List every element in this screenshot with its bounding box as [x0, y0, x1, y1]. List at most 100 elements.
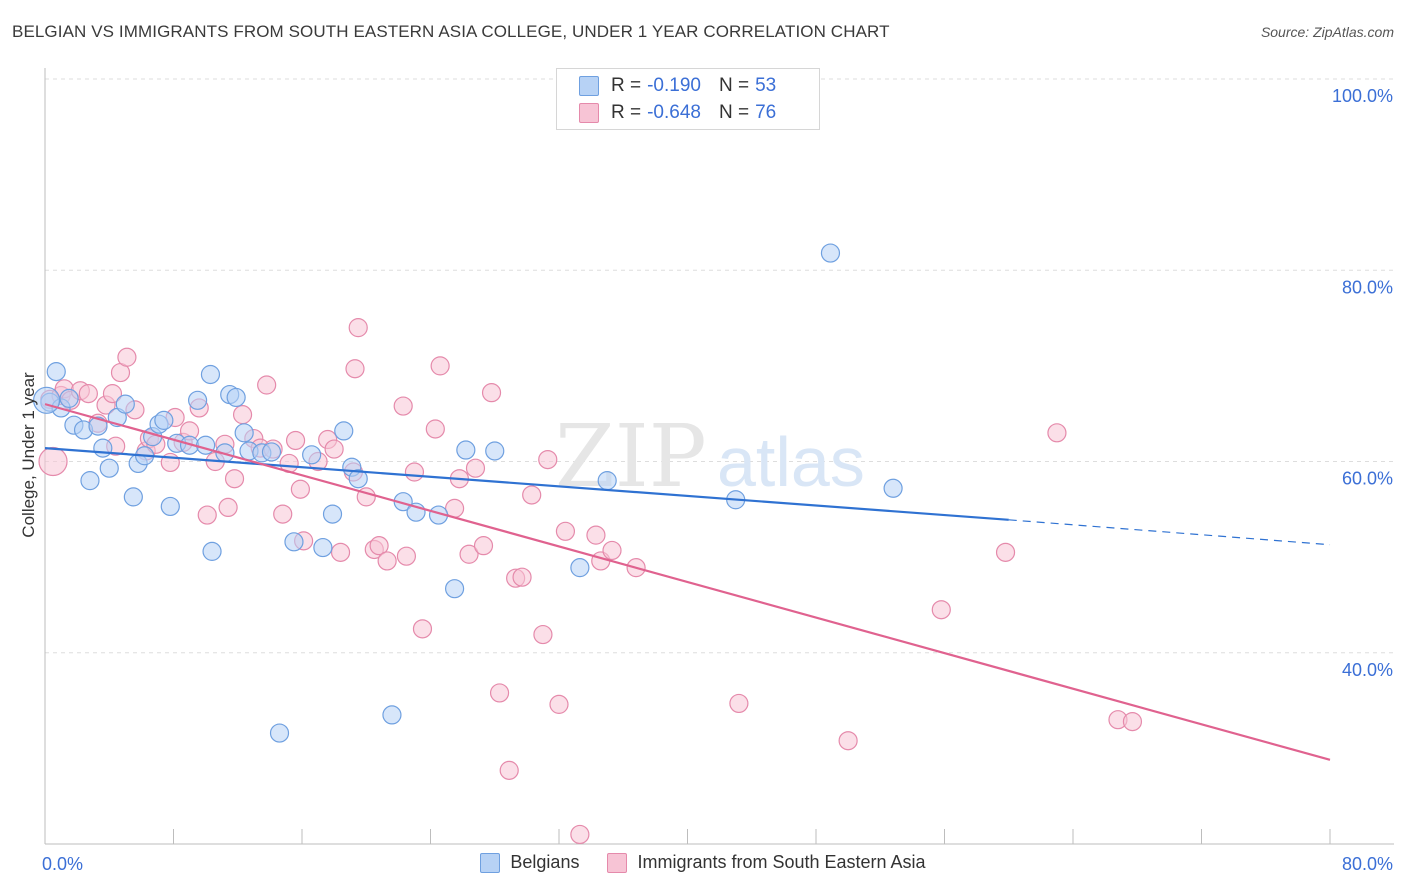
belgians-point	[302, 445, 322, 465]
immigrants-point	[102, 384, 123, 404]
belgians-point	[196, 435, 216, 455]
y-tick-label: 100.0%	[1332, 86, 1393, 106]
immigrants-point	[602, 540, 622, 561]
legend-item-immigrants: Immigrants from South Eastern Asia	[607, 852, 926, 873]
immigrants-point	[232, 405, 253, 425]
belgians-point	[226, 387, 246, 408]
immigrants-point	[1122, 711, 1143, 732]
immigrants-point	[38, 446, 68, 477]
immigrants-point	[396, 546, 417, 566]
belgians-point	[284, 532, 304, 552]
immigrants-point	[330, 542, 351, 562]
x-tick-label: 80.0%	[1342, 854, 1393, 874]
belgians-trend-extension	[1008, 519, 1331, 546]
belgians-point	[154, 410, 174, 430]
immigrants-point	[549, 694, 569, 714]
x-tick-labels: 0.0% 80.0%	[42, 854, 1393, 874]
belgians-point	[99, 458, 119, 478]
immigrants-point	[995, 542, 1016, 562]
watermark-zip: ZIP	[555, 407, 707, 507]
legend-n-value: 53	[755, 75, 777, 96]
legend-row-belgians: R = -0.190 N = 53	[579, 73, 776, 99]
legend-r-label: R =	[611, 75, 642, 96]
legend-n-label: N =	[718, 102, 750, 123]
immigrants-point	[393, 396, 413, 416]
legend-swatch-blue	[480, 852, 501, 873]
series-legend: Belgians Immigrants from South Eastern A…	[0, 852, 1406, 873]
correlation-legend: R = -0.190 N = 53 R = -0.648 N = 76	[556, 68, 820, 130]
belgians-point	[334, 421, 354, 441]
immigrants-point	[369, 536, 389, 556]
immigrants-point	[425, 419, 445, 439]
immigrants-point	[459, 544, 479, 564]
belgians-point	[80, 471, 100, 491]
immigrants-point	[570, 824, 590, 845]
watermark-atlas: atlas	[717, 423, 865, 501]
legend-swatch-pink	[579, 103, 599, 123]
belgians-trend-line	[44, 447, 1009, 521]
belgians-point	[382, 705, 402, 725]
belgians-point	[820, 243, 841, 263]
legend-swatch-pink	[607, 852, 628, 873]
legend-label-immigrants: Immigrants from South Eastern Asia	[637, 852, 926, 872]
belgians-point	[570, 558, 590, 578]
belgians-point	[234, 423, 254, 443]
legend-swatch-blue	[579, 76, 599, 96]
source-label: Source: ZipAtlas.com	[1260, 24, 1394, 40]
belgians-point	[123, 487, 143, 507]
belgians-point	[88, 416, 108, 436]
belgians-point	[160, 496, 180, 517]
immigrants-point	[345, 359, 365, 379]
legend-r-value: -0.648	[647, 102, 701, 123]
grid-lines	[45, 78, 1394, 654]
y-tick-label: 60.0%	[1342, 469, 1393, 489]
immigrants-point	[533, 624, 553, 645]
immigrants-point	[465, 458, 486, 478]
belgians-point	[322, 504, 343, 524]
immigrants-point	[586, 525, 606, 545]
immigrants-point	[224, 469, 245, 489]
x-ticks	[173, 829, 1331, 844]
immigrants-point	[348, 318, 368, 338]
belgians-point	[456, 440, 476, 460]
belgians-point	[46, 362, 66, 382]
belgians-point	[485, 441, 505, 461]
legend-n-label: N =	[718, 75, 750, 96]
immigrants-point	[285, 430, 306, 451]
immigrants-trend-line	[44, 403, 1331, 761]
immigrants-point	[1047, 423, 1067, 443]
legend-row-immigrants: R = -0.648 N = 76	[579, 100, 776, 126]
immigrants-point	[499, 760, 519, 780]
belgians-point	[313, 537, 333, 558]
belgians-point	[93, 438, 113, 458]
belgians-point	[883, 478, 903, 498]
x-tick-label: 0.0%	[42, 854, 83, 874]
belgians-point	[269, 723, 290, 743]
y-axis-title: College, Under 1 year	[19, 372, 38, 538]
belgians-point	[187, 390, 208, 410]
immigrants-point	[273, 504, 293, 524]
immigrants-point	[430, 356, 450, 376]
immigrants-point	[324, 439, 344, 459]
immigrants-point	[538, 449, 558, 470]
legend-item-belgians: Belgians	[480, 852, 579, 873]
belgians-point	[444, 579, 465, 599]
immigrants-point	[522, 485, 542, 505]
belgians-point	[115, 394, 135, 414]
immigrants-point	[512, 567, 532, 587]
y-tick-labels: 40.0% 60.0% 80.0% 100.0%	[1332, 86, 1393, 680]
immigrants-point	[729, 693, 749, 714]
immigrants-point	[117, 347, 137, 367]
immigrants-point	[931, 600, 951, 620]
immigrants-point	[481, 383, 502, 403]
immigrants-point	[257, 375, 277, 395]
chart-title: BELGIAN VS IMMIGRANTS FROM SOUTH EASTERN…	[12, 22, 890, 41]
belgians-point	[200, 364, 221, 385]
legend-label-belgians: Belgians	[510, 852, 580, 872]
immigrants-point	[555, 521, 576, 541]
immigrants-point	[377, 551, 397, 571]
immigrants-point	[473, 536, 494, 556]
immigrants-point	[290, 479, 310, 499]
immigrants-point	[489, 683, 510, 703]
